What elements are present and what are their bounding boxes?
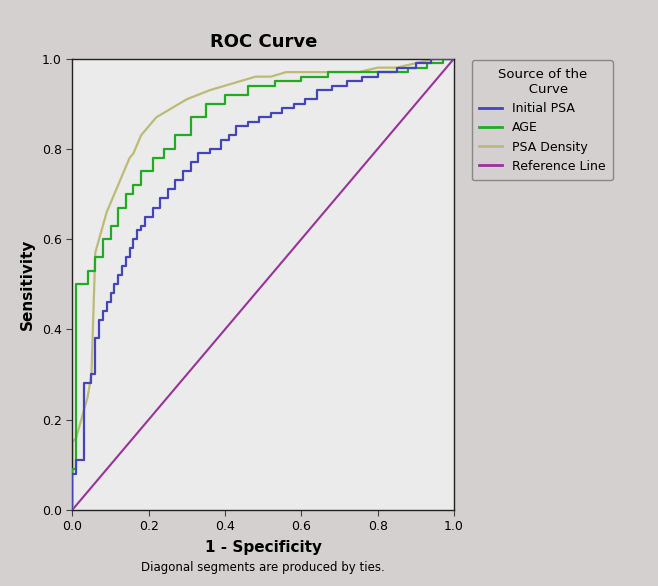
Title: ROC Curve: ROC Curve [209, 33, 317, 52]
Text: Diagonal segments are produced by ties.: Diagonal segments are produced by ties. [141, 561, 385, 574]
Y-axis label: Sensitivity: Sensitivity [20, 239, 35, 330]
X-axis label: 1 - Specificity: 1 - Specificity [205, 540, 322, 555]
Legend: Initial PSA, AGE, PSA Density, Reference Line: Initial PSA, AGE, PSA Density, Reference… [472, 60, 613, 180]
